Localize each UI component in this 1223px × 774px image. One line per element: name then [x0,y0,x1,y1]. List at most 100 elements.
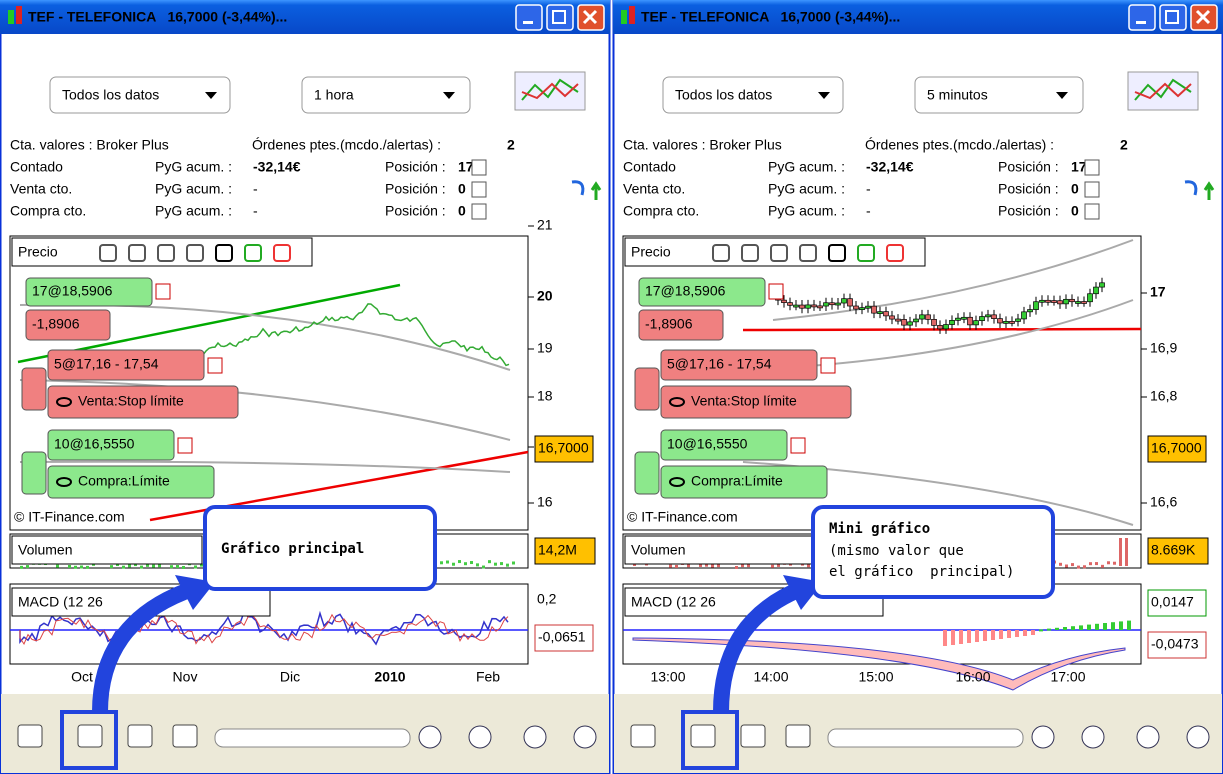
order-close[interactable] [820,357,836,374]
order-type-box[interactable] [660,385,852,419]
position-icon[interactable] [1084,159,1100,176]
position-icon[interactable] [471,159,487,176]
pyg-value: - [253,203,258,219]
panel-tool[interactable] [857,244,875,262]
order-close[interactable] [790,437,806,454]
order-handle[interactable] [21,367,47,411]
scrollbar[interactable] [214,728,411,748]
macd-bar [991,630,995,640]
candle [1087,293,1093,303]
panel-tool[interactable] [799,244,817,262]
toolbar-button[interactable] [1081,725,1105,749]
volume-bar [176,565,179,569]
panel-tool[interactable] [157,244,175,262]
price-tick: 21 [537,217,553,233]
volume-bar [1083,565,1086,569]
average-line [772,239,1134,321]
volume-bar [1095,562,1098,566]
position-value: 0 [1071,181,1079,197]
panel-tool[interactable] [770,244,788,262]
chart-type-icon [521,78,579,101]
panel-tool[interactable] [99,244,117,262]
range-dropdown[interactable] [49,76,231,114]
order-type-box[interactable] [660,465,828,499]
order-label-box[interactable] [660,349,818,381]
max-glyph [1165,10,1179,24]
position-icon[interactable] [471,181,487,198]
order-label-box[interactable] [25,277,153,307]
order-handle[interactable] [634,367,660,411]
scrollbar[interactable] [827,728,1024,748]
order-close[interactable] [155,283,171,300]
volume-bar [675,564,678,568]
order-label-box[interactable] [47,349,205,381]
toolbar-button[interactable] [1031,725,1055,749]
panel-tool[interactable] [886,244,904,262]
order-close[interactable] [768,283,784,300]
panel-tool[interactable] [244,244,262,262]
toolbar-button[interactable] [17,724,43,748]
chart-type-button[interactable] [514,71,586,111]
minimize-button[interactable] [1128,4,1156,31]
toolbar-button[interactable] [418,725,442,749]
order-pnl-box[interactable] [25,309,111,341]
order-label-box[interactable] [660,429,788,461]
volume-bar [116,563,119,567]
toolbar-button[interactable] [172,724,198,748]
order-type-box[interactable] [47,465,215,499]
x-label: 13:00 [650,669,685,685]
panel-tool[interactable] [712,244,730,262]
panel-tool[interactable] [186,244,204,262]
order-close[interactable] [177,437,193,454]
minimize-button[interactable] [515,4,543,31]
order-close[interactable] [207,357,223,374]
maximize-button[interactable] [1159,4,1187,31]
order-label-box[interactable] [47,429,175,461]
volume-bar [122,565,125,569]
price-tick: 16,8 [1150,388,1177,404]
macd-bar [983,630,987,641]
toolbar-button[interactable] [77,724,103,748]
chart-type-icon [521,82,579,100]
toolbar-button[interactable] [740,724,766,748]
candle [823,302,829,307]
toolbar-button[interactable] [1136,725,1160,749]
position-icon[interactable] [1084,203,1100,220]
interval-dropdown[interactable] [301,76,471,114]
maximize-button[interactable] [546,4,574,31]
volume-bar [464,562,467,566]
panel-tool[interactable] [828,244,846,262]
macd-bar [1039,629,1043,632]
toolbar-button[interactable] [690,724,716,748]
volume-bar [488,560,491,564]
order-handle[interactable] [21,451,47,495]
toolbar-button[interactable] [127,724,153,748]
panel-tool[interactable] [128,244,146,262]
panel-tool[interactable] [273,244,291,262]
toolbar-button[interactable] [1186,725,1210,749]
interval-dropdown[interactable] [914,76,1084,114]
toolbar-button[interactable] [523,725,547,749]
order-handle[interactable] [634,451,660,495]
candle [1045,299,1051,303]
position-value: 0 [458,181,466,197]
account-name: Cta. valores : Broker Plus [10,137,169,153]
position-icon[interactable] [471,203,487,220]
callout-title: Gráfico principal [221,541,364,557]
order-label-box[interactable] [638,277,766,307]
pending-orders-count: 2 [507,137,515,153]
toolbar-button[interactable] [573,725,597,749]
panel-tool[interactable] [215,244,233,262]
volume-bar [128,564,131,568]
toolbar-button[interactable] [785,724,811,748]
toolbar-button[interactable] [468,725,492,749]
range-dropdown[interactable] [662,76,844,114]
volume-bar [152,564,155,568]
order-type-box[interactable] [47,385,239,419]
position-icon[interactable] [1084,181,1100,198]
toolbar-button[interactable] [630,724,656,748]
price-tick: 16 [537,494,553,510]
chart-type-button[interactable] [1127,71,1199,111]
order-pnl-box[interactable] [638,309,724,341]
panel-tool[interactable] [741,244,759,262]
